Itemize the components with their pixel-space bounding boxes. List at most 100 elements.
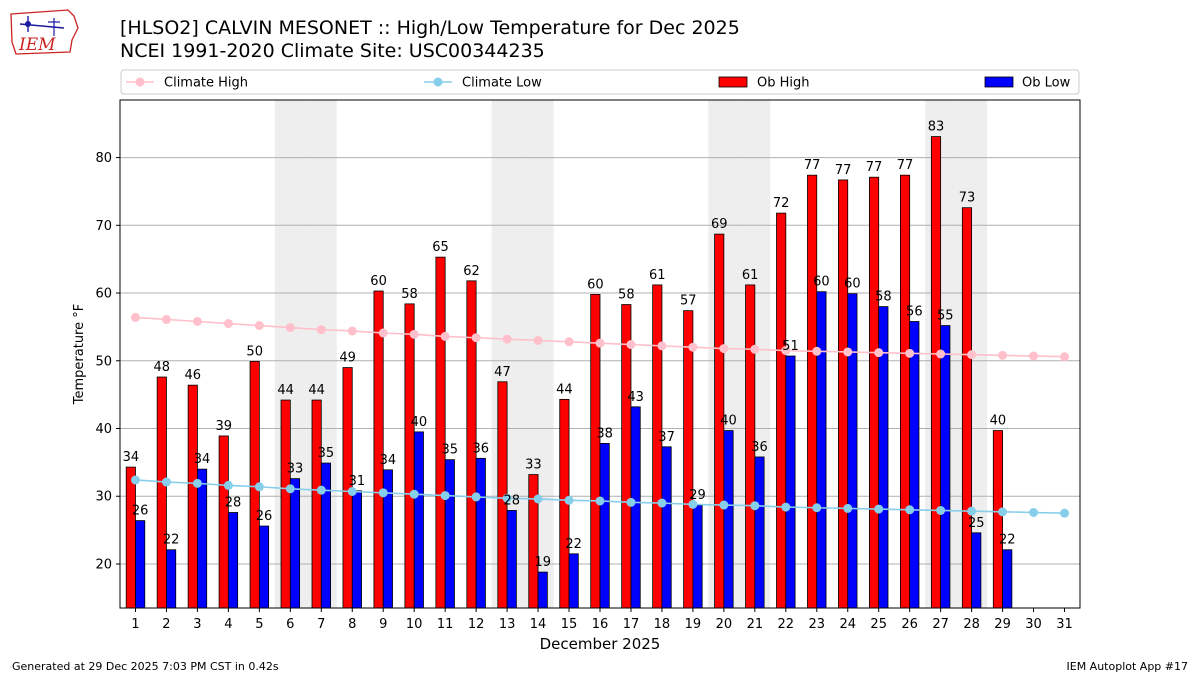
climate-low-point	[936, 505, 946, 515]
ob-low-label: 37	[658, 430, 675, 445]
ob-low-bar	[785, 355, 796, 609]
legend-box	[120, 69, 1080, 95]
ob-high-label: 44	[556, 382, 573, 397]
x-tick-label: 13	[499, 617, 516, 632]
climate-high-point	[781, 346, 791, 356]
climate-low-point	[812, 503, 822, 513]
legend-climate-low-label: Climate Low	[462, 76, 542, 91]
x-tick-label: 1	[131, 617, 139, 632]
ob-high-bar	[218, 435, 229, 609]
generated-timestamp: Generated at 29 Dec 2025 7:03 PM CST in …	[12, 660, 279, 673]
ob-high-label: 50	[246, 344, 263, 359]
ob-high-bar	[930, 136, 942, 609]
climate-low-point	[998, 507, 1008, 517]
climate-low-point	[874, 504, 884, 514]
ob-low-bar	[940, 325, 951, 609]
ob-high-bar	[311, 399, 322, 609]
ob-low-label: 22	[163, 533, 180, 548]
ob-low-label: 33	[287, 462, 304, 477]
ob-low-bar	[754, 456, 765, 609]
x-tick-label: 15	[561, 617, 578, 632]
x-tick-label: 2	[162, 617, 170, 632]
ob-low-label: 38	[596, 426, 613, 441]
ob-low-bar	[413, 431, 424, 609]
chart-title: [HLSO2] CALVIN MESONET :: High/Low Tempe…	[120, 17, 740, 39]
x-tick-label: 5	[255, 617, 263, 632]
ob-high-label: 61	[649, 268, 666, 283]
ob-low-bar	[289, 478, 301, 609]
ob-low-bar	[166, 549, 177, 609]
ob-high-bar	[807, 174, 818, 609]
x-tick-label: 18	[654, 617, 671, 632]
ob-low-bar	[599, 443, 610, 609]
x-tick-label: 29	[994, 617, 1011, 632]
climate-high-point	[192, 316, 202, 326]
ob-high-label: 61	[742, 268, 759, 283]
x-tick-label: 24	[839, 617, 856, 632]
climate-low-point	[1060, 508, 1070, 518]
ob-low-bar	[909, 321, 920, 609]
ob-low-bar	[630, 406, 641, 609]
ob-low-bar	[537, 571, 548, 609]
ob-low-bar	[692, 504, 703, 609]
ob-high-bar	[373, 290, 384, 609]
x-tick-label: 31	[1056, 617, 1073, 632]
climate-high-point	[378, 328, 388, 338]
climate-high-point	[657, 341, 667, 351]
climate-high-point	[595, 338, 605, 348]
x-tick-label: 6	[286, 617, 294, 632]
climate-high-point	[719, 344, 729, 354]
ob-low-bar	[444, 459, 455, 609]
ob-low-bar	[227, 512, 239, 609]
y-tick-label: 20	[95, 557, 112, 572]
ob-high-label: 77	[897, 158, 914, 173]
x-tick-label: 16	[592, 617, 609, 632]
ob-low-label: 26	[256, 509, 273, 524]
legend-ob-high-swatch	[718, 76, 748, 88]
climate-low-point	[254, 482, 264, 492]
climate-low-point	[223, 480, 233, 490]
ob-low-label: 60	[813, 275, 830, 290]
climate-low-point	[843, 503, 853, 513]
ob-high-label: 62	[463, 264, 480, 279]
climate-low-point	[719, 500, 729, 510]
ob-low-bar	[475, 457, 486, 609]
ob-low-bar	[661, 446, 672, 609]
ob-high-label: 77	[835, 163, 852, 178]
ob-low-bar	[320, 462, 331, 609]
climate-low-point	[285, 484, 295, 494]
ob-low-label: 34	[380, 453, 397, 468]
legend-climate-high-marker	[135, 77, 145, 87]
x-tick-label: 17	[623, 617, 640, 632]
x-tick-label: 14	[530, 617, 547, 632]
climate-low-point	[347, 486, 357, 496]
y-tick-label: 60	[95, 287, 112, 302]
climate-high-point	[564, 337, 574, 347]
legend-climate-high-label: Climate High	[164, 76, 248, 91]
ob-low-label: 40	[720, 414, 737, 429]
ob-high-label: 77	[804, 158, 821, 173]
climate-high-point	[347, 326, 357, 336]
x-tick-label: 3	[193, 617, 201, 632]
climate-high-point	[936, 349, 946, 359]
climate-high-point	[967, 350, 977, 360]
legend-ob-low-swatch	[984, 76, 1014, 88]
climate-low-point	[502, 493, 512, 503]
ob-low-label: 29	[689, 488, 706, 503]
climate-low-point	[564, 495, 574, 505]
x-tick-label: 25	[870, 617, 887, 632]
ob-high-label: 46	[185, 368, 202, 383]
ob-low-bar	[816, 291, 827, 609]
x-tick-label: 7	[317, 617, 325, 632]
ob-high-label: 44	[277, 383, 294, 398]
ob-high-label: 33	[525, 458, 542, 473]
x-tick-label: 9	[379, 617, 387, 632]
ob-low-label: 22	[999, 533, 1016, 548]
climate-high-point	[285, 323, 295, 333]
ob-high-label: 60	[587, 277, 604, 292]
ob-high-bar	[528, 474, 539, 609]
ob-high-bar	[652, 284, 663, 609]
climate-high-point	[533, 335, 543, 345]
climate-low-point	[316, 485, 326, 495]
ob-high-label: 57	[680, 294, 697, 309]
